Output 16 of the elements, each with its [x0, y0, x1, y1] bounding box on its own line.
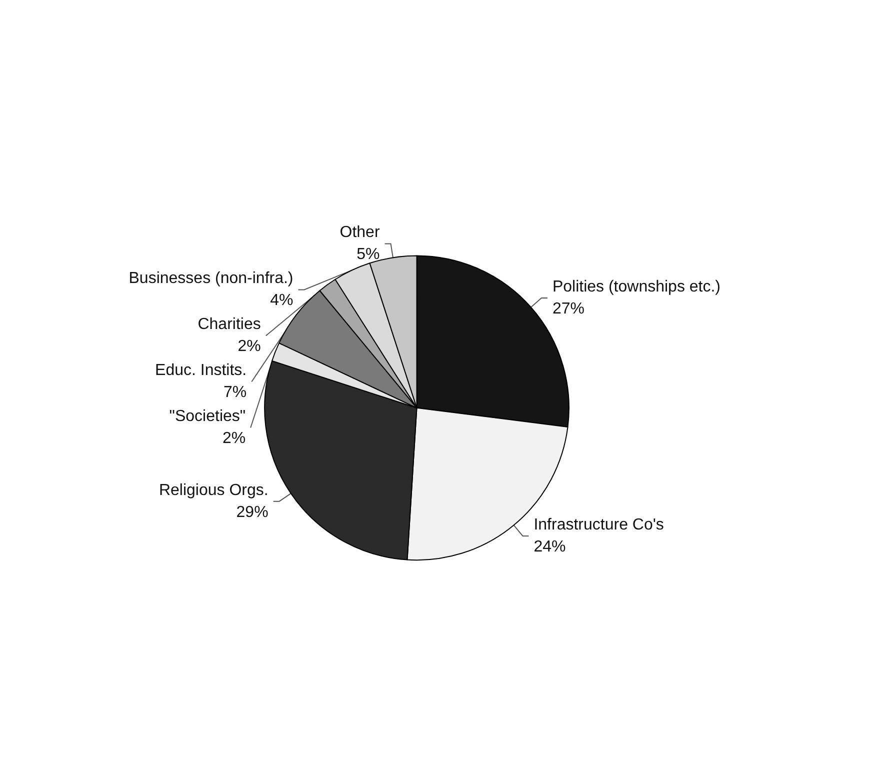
data-label: 27% — [552, 300, 584, 318]
slice-label: Businesses (non-infra.) — [128, 270, 294, 288]
data-label: 29% — [236, 504, 268, 521]
slice-label: Other — [340, 224, 380, 242]
data-label: 2% — [222, 430, 246, 448]
slice-label: Educ. Instits. — [155, 362, 247, 380]
slice-label: Infrastructure Co's — [534, 516, 664, 534]
data-label: 7% — [224, 384, 247, 402]
data-label: 5% — [356, 246, 380, 264]
slice-label: "Societies" — [169, 408, 246, 426]
slice-label: Polities (townships etc.) — [552, 278, 721, 296]
data-label: 4% — [270, 292, 294, 310]
slice-label: Religious Orgs. — [158, 482, 268, 499]
slice-label: Charities — [198, 316, 261, 334]
data-label: 2% — [238, 338, 261, 356]
data-label: 24% — [534, 538, 566, 556]
